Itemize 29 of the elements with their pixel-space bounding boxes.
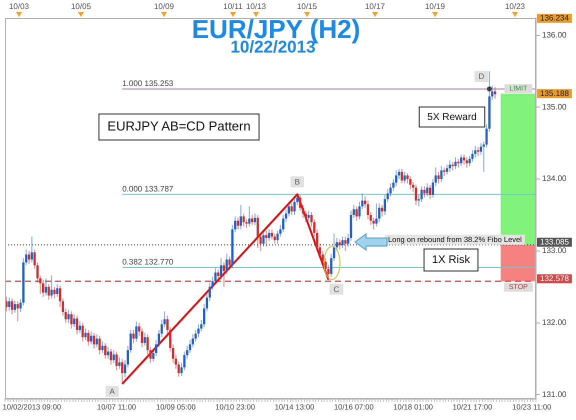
data-label: C [334,284,340,294]
text: 10/09 [154,2,175,12]
y-tick-label: 135.00 [542,102,568,112]
text: 10/11 [223,2,244,12]
data-label: A [110,387,116,396]
ref-line-label: 0.382 132.770 [122,258,174,267]
annotation: EURJPY AB=CD Pattern [107,118,251,134]
text: 10/13 [246,2,267,12]
ref-line-label: 1.000 135.253 [122,79,174,88]
y-tick-label: 131.00 [542,390,568,399]
y-tick-label: 132.00 [542,318,568,328]
y-tick-label: 134.00 [542,174,568,184]
ref-line-label: 132.578 [540,274,570,283]
annotation: 1X Risk [432,254,470,266]
text: 136.234 [540,14,570,23]
text: 10/23 [504,2,526,12]
text: 10/15 [296,2,318,12]
data-label: D [478,72,485,82]
ref-line-label: 133.085 [540,238,570,247]
text: 10/03 [8,2,30,12]
y-tick-label: 133.00 [542,246,568,256]
text: 10/19 [424,2,446,12]
annotation: 5X Reward [427,112,477,123]
text: 135.188 [540,88,570,98]
y-tick-label: 136.00 [542,30,568,40]
text: 10/17 [364,2,386,12]
ref-line-label: 0.000 133.787 [122,184,174,194]
text: 10/05 [70,2,92,12]
data-label: B [294,178,300,187]
